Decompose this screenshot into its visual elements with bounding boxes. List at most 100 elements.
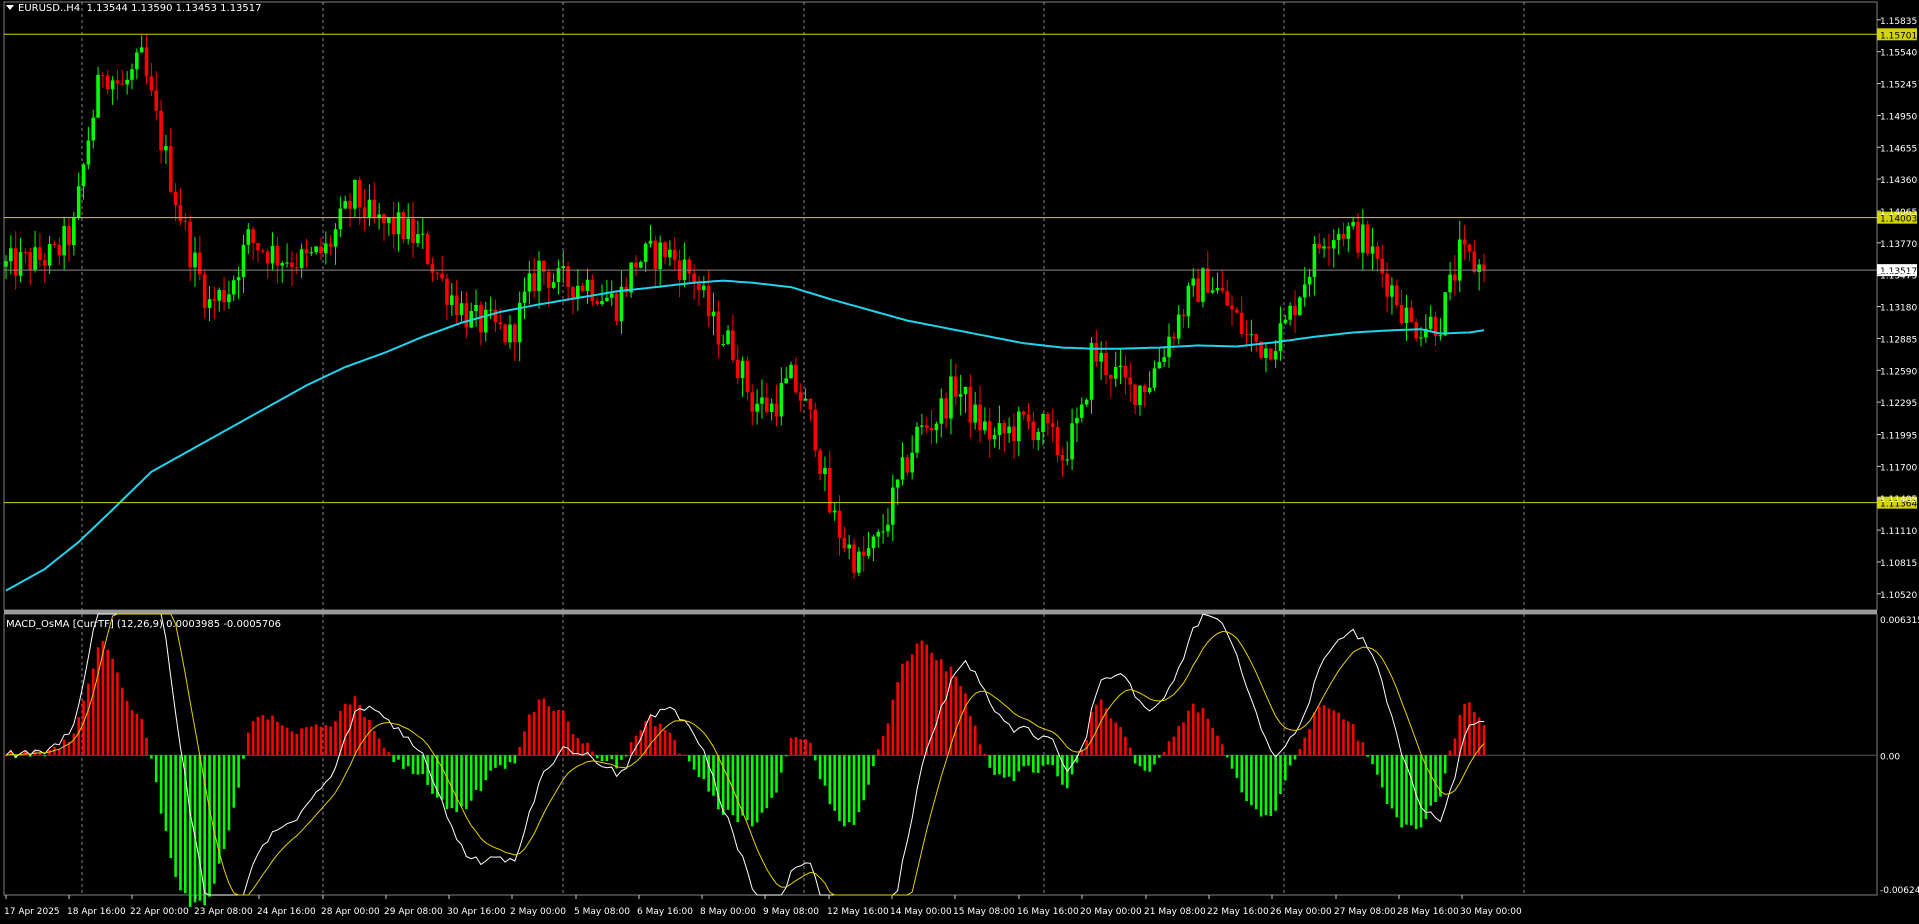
bull-candle bbox=[619, 286, 624, 322]
price-tick-label: 1.12295 bbox=[1880, 399, 1917, 409]
osma-bar-negative bbox=[760, 755, 764, 813]
time-tick-label: 28 Apr 00:00 bbox=[321, 907, 380, 917]
osma-bar-positive bbox=[82, 700, 85, 756]
price-tick-label: 1.12885 bbox=[1880, 335, 1917, 345]
osma-bar-negative bbox=[750, 755, 754, 827]
macd-line bbox=[5, 613, 1485, 896]
osma-bar-positive bbox=[528, 714, 531, 756]
bear-candle bbox=[1394, 285, 1399, 306]
osma-bar-positive bbox=[87, 683, 90, 756]
bull-candle bbox=[1283, 319, 1288, 324]
chevron-down-icon[interactable] bbox=[6, 5, 14, 10]
bear-candle bbox=[798, 392, 803, 401]
bull-candle bbox=[784, 378, 788, 384]
osma-bar-negative bbox=[1225, 755, 1229, 758]
osma-bar-negative bbox=[440, 755, 444, 800]
bear-candle bbox=[653, 240, 658, 270]
bull-candle bbox=[338, 208, 343, 230]
osma-bar-positive bbox=[1206, 718, 1210, 756]
bear-candle bbox=[813, 409, 818, 451]
bull-candle bbox=[934, 423, 939, 431]
bull-candle bbox=[488, 309, 493, 311]
bear-candle bbox=[808, 398, 813, 410]
osma-bar-positive bbox=[673, 740, 677, 756]
bear-candle bbox=[1462, 239, 1467, 245]
osma-bar-negative bbox=[28, 755, 32, 757]
price-tick-label: 1.12590 bbox=[1880, 367, 1917, 377]
osma-bar-negative bbox=[217, 755, 221, 864]
bear-candle bbox=[372, 199, 377, 218]
bear-candle bbox=[1327, 246, 1331, 249]
bull-candle bbox=[270, 245, 275, 264]
osma-bar-negative bbox=[479, 755, 483, 792]
bull-candle bbox=[33, 247, 37, 271]
osma-bar-positive bbox=[1313, 712, 1316, 756]
bear-candle bbox=[261, 250, 265, 252]
bull-candle bbox=[1099, 352, 1103, 362]
osma-bar-negative bbox=[1419, 755, 1423, 828]
bear-candle bbox=[735, 359, 740, 379]
bear-candle bbox=[852, 544, 856, 573]
osma-bar-negative bbox=[431, 755, 434, 794]
grid bbox=[3, 1, 1878, 896]
bear-candle bbox=[1472, 251, 1477, 273]
osma-bar-negative bbox=[1429, 755, 1432, 806]
osma-bar-positive bbox=[915, 643, 919, 756]
bear-candle bbox=[953, 376, 958, 397]
osma-bar-positive bbox=[906, 660, 909, 756]
price-tick-label: 1.13475 bbox=[1880, 272, 1917, 282]
bull-candle bbox=[333, 229, 338, 247]
osma-bar-negative bbox=[1274, 755, 1277, 811]
bear-candle bbox=[614, 293, 619, 322]
bull-candle bbox=[81, 164, 86, 187]
bull-candle bbox=[324, 243, 328, 254]
level-price-label: 1.11364 bbox=[1880, 500, 1917, 510]
bear-candle bbox=[1225, 291, 1229, 306]
osma-bar-positive bbox=[1458, 714, 1462, 756]
bull-candle bbox=[47, 244, 52, 266]
osma-bar-positive bbox=[896, 682, 899, 756]
bull-candle bbox=[522, 291, 527, 303]
bear-candle bbox=[924, 425, 929, 428]
osma-bar-positive bbox=[954, 676, 958, 756]
osma-bar-positive bbox=[1090, 712, 1093, 756]
bear-candle bbox=[411, 218, 415, 243]
osma-bar-negative bbox=[513, 755, 517, 764]
bear-candle bbox=[101, 74, 105, 76]
osc-tick-label: 0.006315 bbox=[1880, 616, 1919, 626]
osma-bar-negative bbox=[755, 755, 759, 823]
price-tick-label: 1.10520 bbox=[1880, 591, 1917, 601]
bull-candle bbox=[876, 531, 881, 537]
osma-bar-negative bbox=[150, 755, 153, 759]
osma-bar-negative bbox=[721, 755, 725, 815]
bear-candle bbox=[115, 80, 120, 84]
osma-bar-negative bbox=[833, 755, 836, 811]
osma-bar-positive bbox=[135, 713, 139, 756]
osma-bar-positive bbox=[348, 704, 352, 756]
osma-bar-positive bbox=[1167, 741, 1171, 756]
osma-bar-negative bbox=[169, 755, 173, 859]
bear-candle bbox=[1433, 316, 1438, 337]
bull-candle bbox=[139, 47, 144, 53]
bull-candle bbox=[1210, 290, 1215, 293]
bull-candle bbox=[193, 252, 197, 268]
osma-bar-positive bbox=[305, 727, 308, 756]
bear-candle bbox=[978, 404, 982, 431]
osma-bar-positive bbox=[668, 732, 672, 756]
osma-bar-negative bbox=[227, 755, 231, 831]
level-price-tag bbox=[1877, 496, 1917, 509]
bear-candle bbox=[1239, 312, 1244, 335]
bear-candle bbox=[861, 551, 866, 556]
price-tick-label: 1.13180 bbox=[1880, 304, 1917, 314]
osma-bar-negative bbox=[460, 755, 463, 807]
bear-candle bbox=[1123, 365, 1128, 378]
bear-candle bbox=[794, 364, 798, 393]
bear-candle bbox=[251, 229, 255, 244]
osma-bar-negative bbox=[746, 755, 749, 821]
osma-bar-negative bbox=[498, 755, 502, 766]
bear-candle bbox=[1356, 221, 1360, 253]
bear-candle bbox=[357, 179, 362, 208]
bear-candle bbox=[173, 191, 178, 206]
osma-bar-positive bbox=[1104, 708, 1108, 756]
